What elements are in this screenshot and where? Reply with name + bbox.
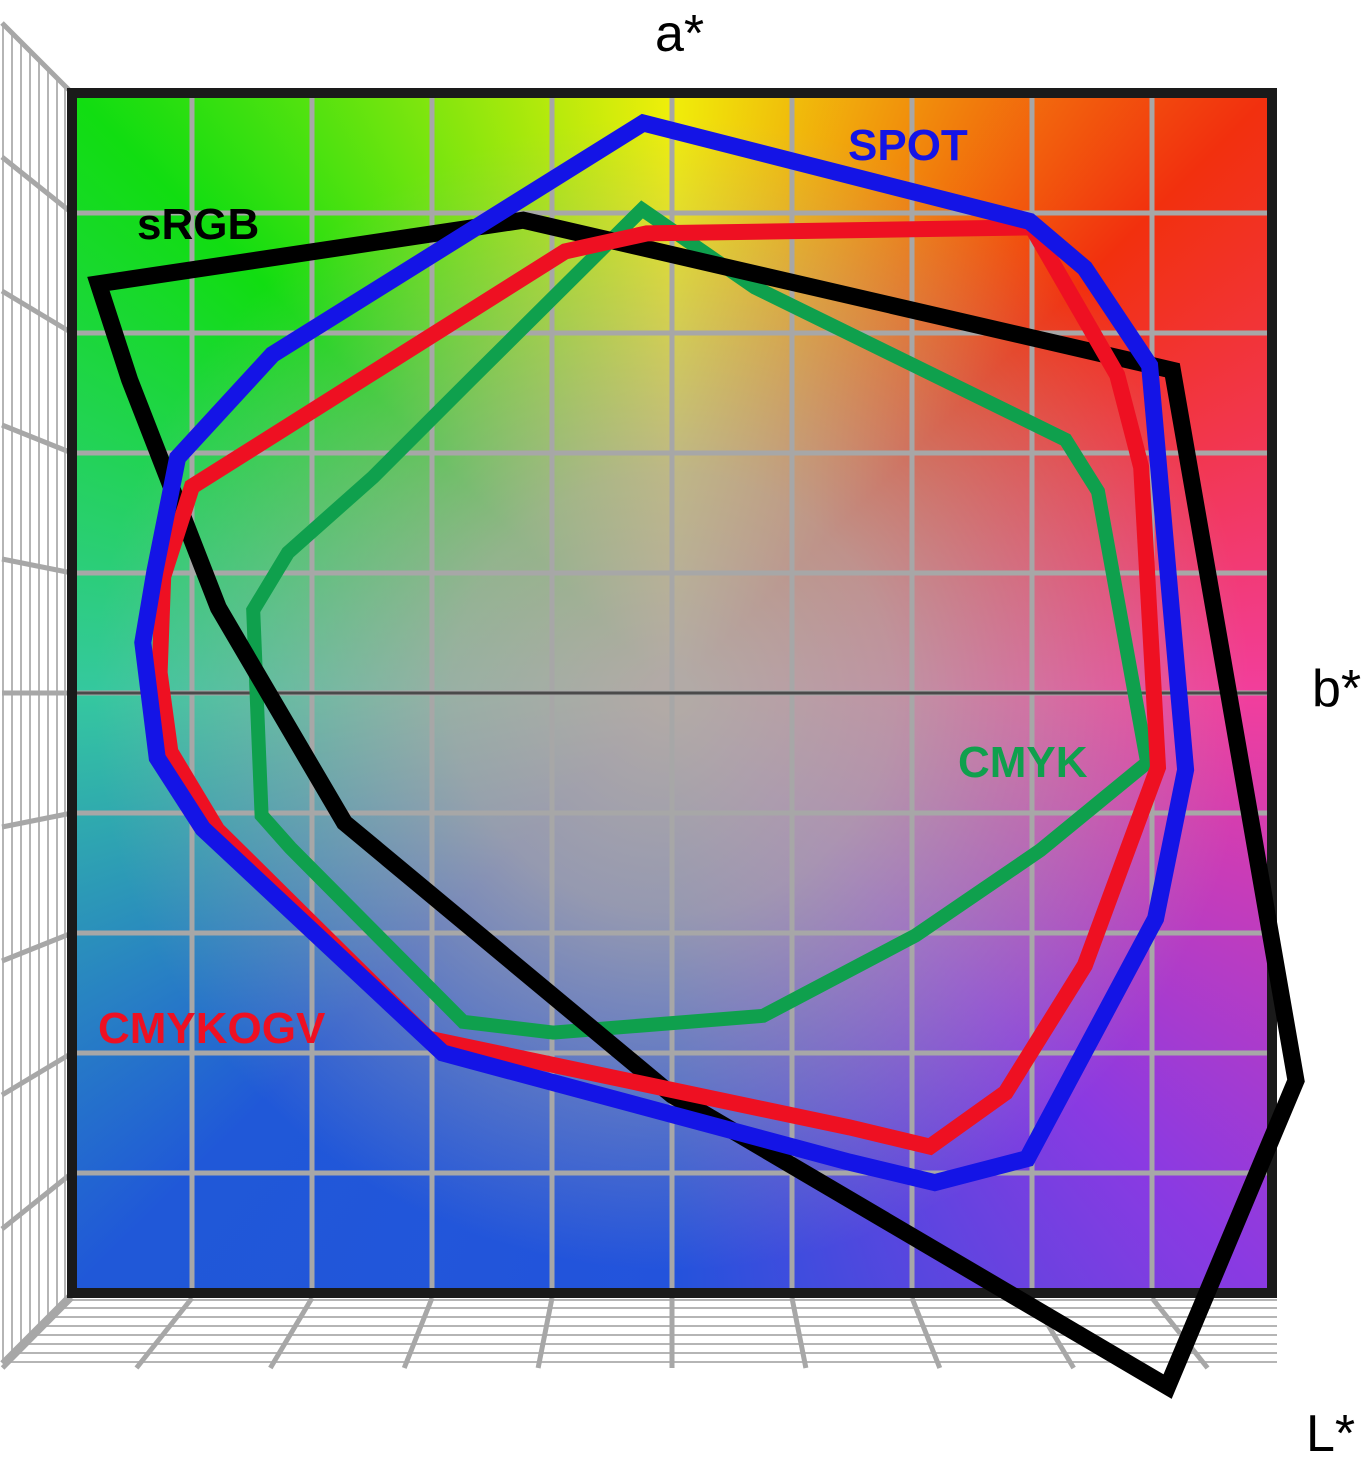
- wall-grid-ray: [0, 1050, 74, 1098]
- floor-grid-ray: [0, 1296, 74, 1370]
- wall-grid-ray: [0, 21, 74, 95]
- srgb-gamut-label: sRGB: [137, 200, 260, 249]
- wall-grid-ray: [0, 155, 74, 215]
- lab-ab-plane-gradient: [72, 93, 1272, 1293]
- floor-grid-ray: [268, 1296, 315, 1370]
- a-axis-label: a*: [655, 5, 705, 63]
- floor-grid-ray: [1150, 1296, 1210, 1370]
- floor-grid-ray: [1029, 1296, 1076, 1370]
- l-axis-label: L*: [1306, 1405, 1356, 1463]
- b-axis-label: b*: [1312, 660, 1362, 718]
- wall-grid-ray: [0, 1291, 74, 1365]
- spot-gamut-label: SPOT: [848, 121, 968, 170]
- wall-grid-ray: [1, 422, 73, 456]
- cmykogv-gamut-label: CMYKOGV: [98, 1004, 326, 1053]
- floor-grid-ray: [401, 1297, 435, 1369]
- floor-grid-ray: [789, 1297, 809, 1369]
- wall-grid-ray: [1, 810, 73, 830]
- wall-grid-ray: [0, 288, 74, 336]
- floor-grid-ray: [909, 1297, 943, 1369]
- wall-grid-ray: [1, 556, 73, 576]
- floor-grid-ray: [134, 1296, 194, 1370]
- floor-grid-ray: [535, 1297, 555, 1369]
- wall-grid-ray: [0, 1171, 74, 1231]
- wall-grid-ray: [1, 930, 73, 964]
- cmyk-gamut-label: CMYK: [958, 738, 1088, 787]
